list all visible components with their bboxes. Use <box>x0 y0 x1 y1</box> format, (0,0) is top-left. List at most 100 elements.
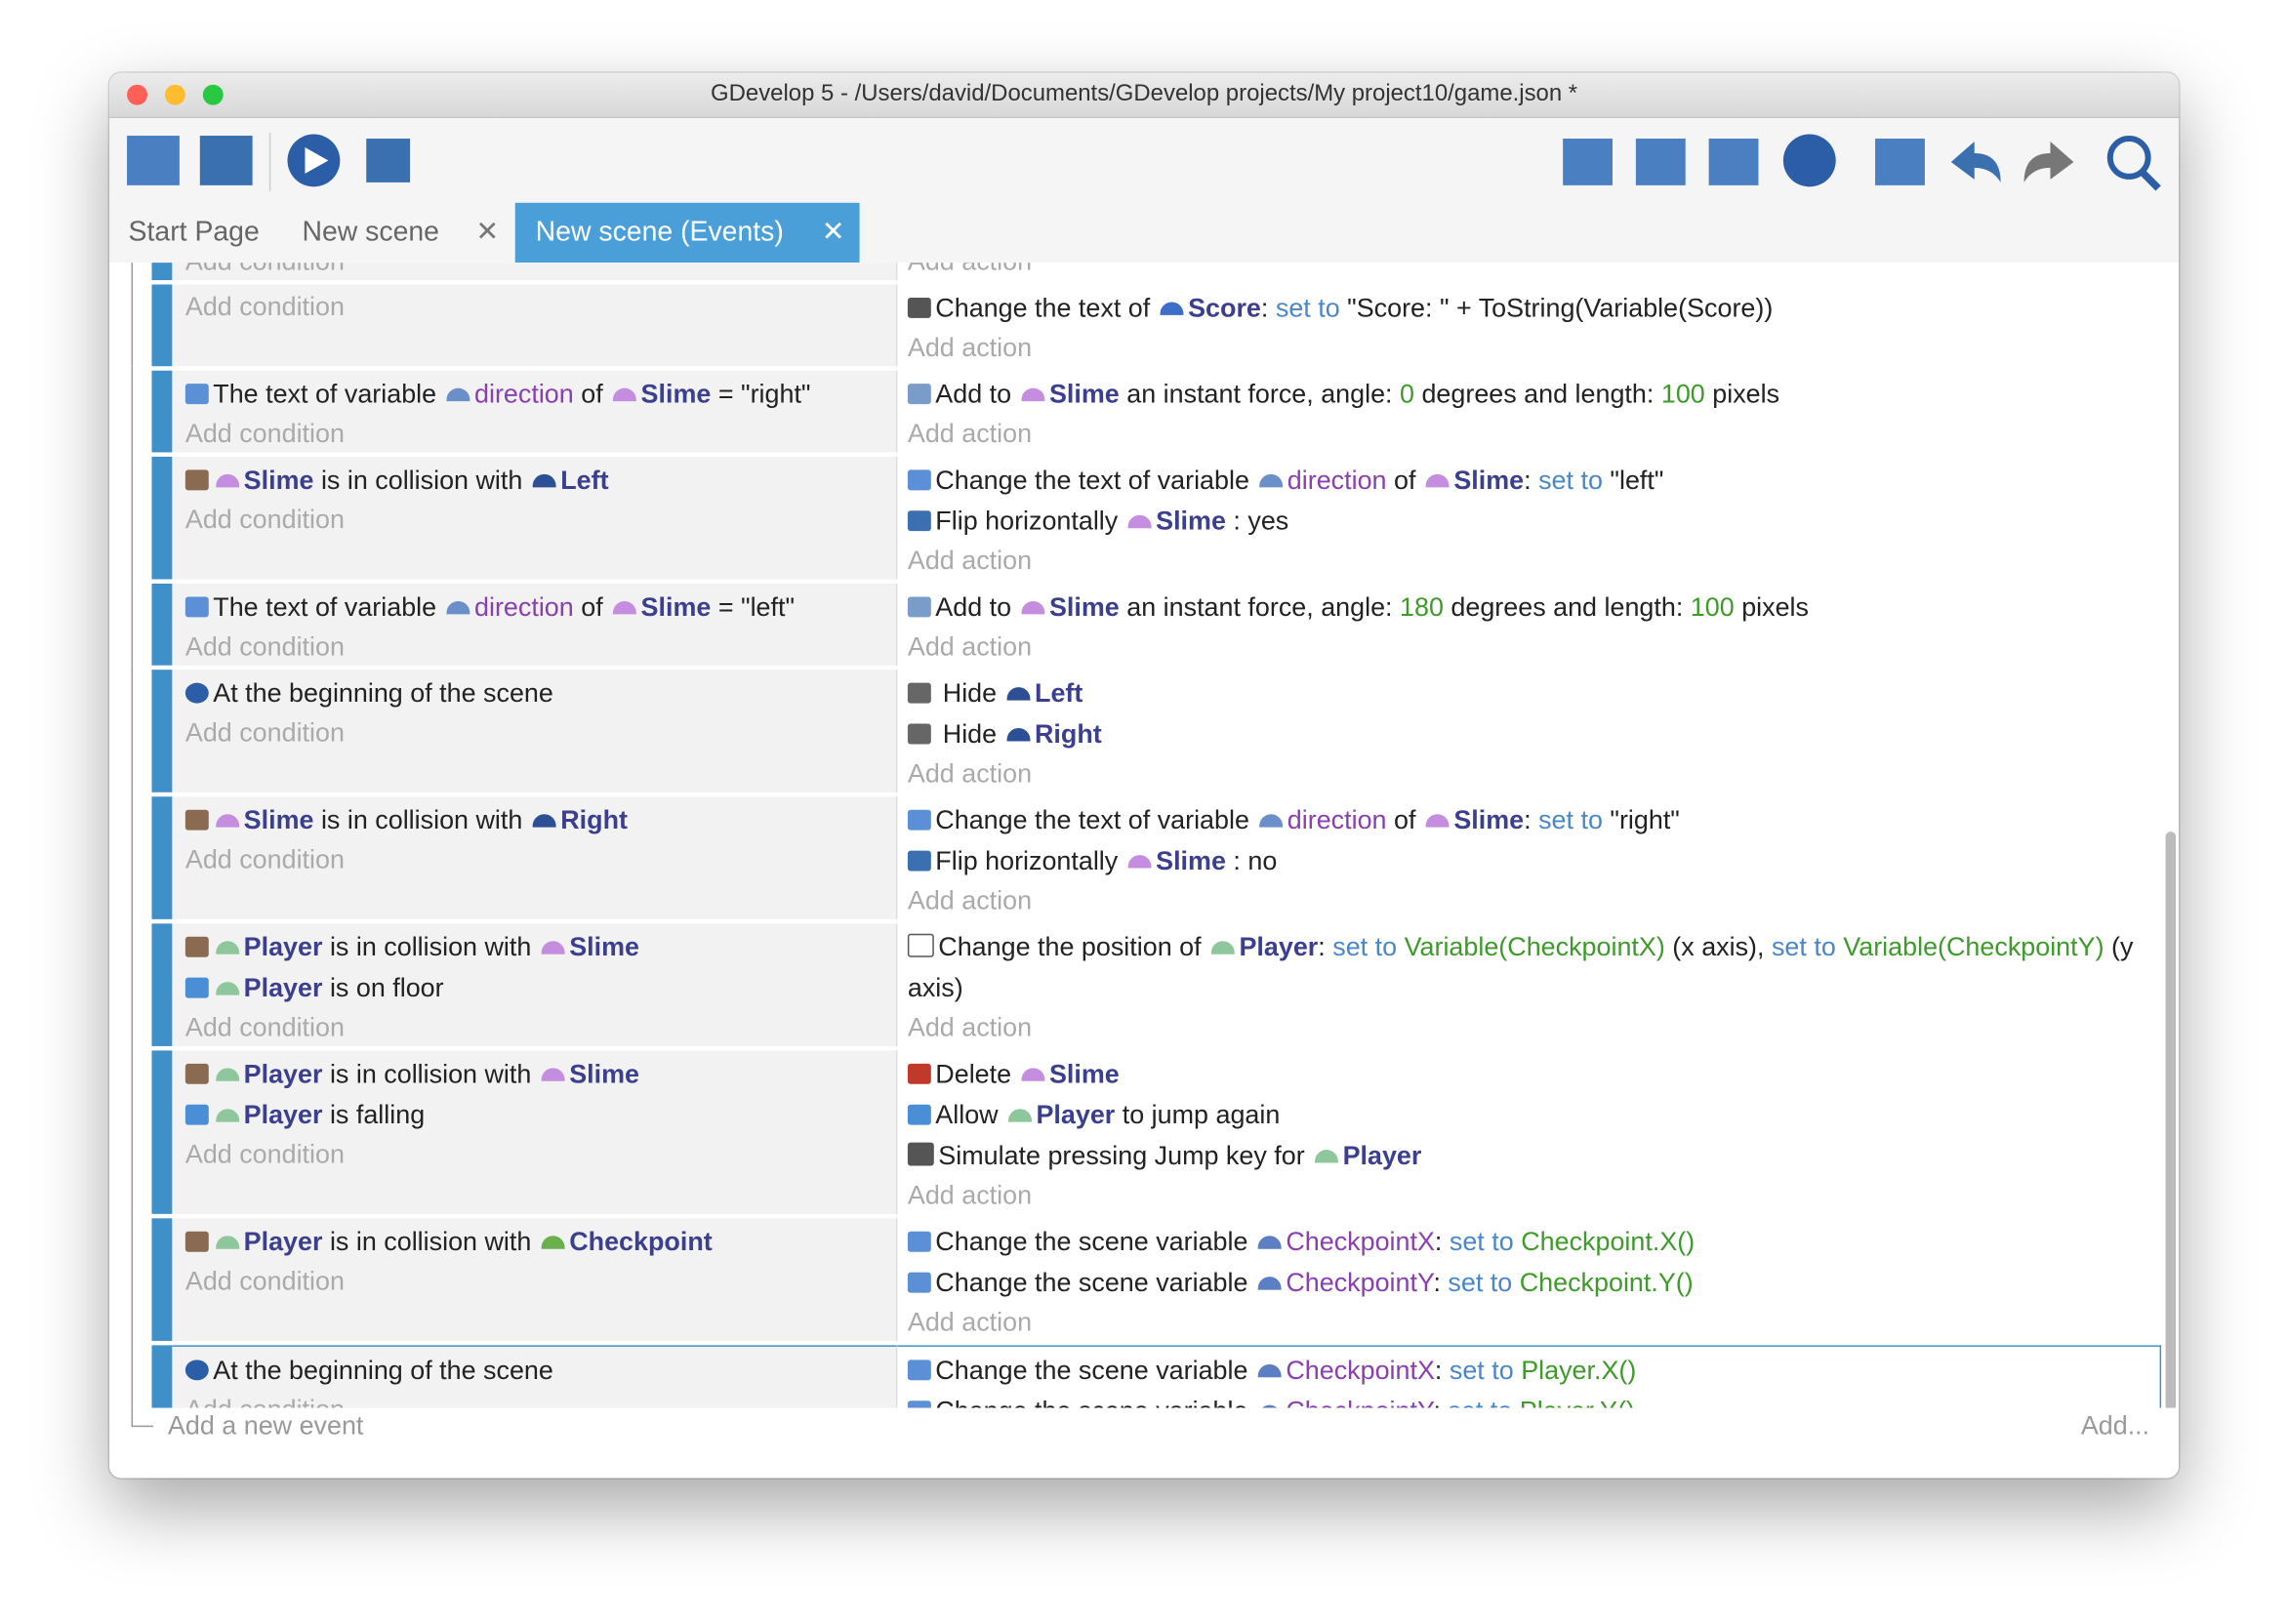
instruction[interactable]: Player is falling <box>184 1094 896 1135</box>
instruction[interactable]: Change the scene variable CheckpointY: s… <box>907 1262 2161 1303</box>
instruction[interactable]: Hide Right <box>907 713 2161 754</box>
tab[interactable]: Start Page <box>128 217 260 249</box>
scrollbar[interactable] <box>2165 832 2177 1408</box>
redo-button[interactable] <box>2023 142 2074 183</box>
delete-button[interactable] <box>1875 139 1925 185</box>
event-bar <box>151 1218 173 1341</box>
instruction[interactable]: Simulate pressing Jump key for Player <box>907 1135 2161 1176</box>
add-condition[interactable]: Add condition <box>184 1139 345 1169</box>
text: of <box>573 591 611 622</box>
add-action[interactable]: Add action <box>908 263 2161 280</box>
tab[interactable]: New scene <box>302 217 439 249</box>
add-condition[interactable]: Add condition <box>184 844 345 874</box>
close-button[interactable] <box>127 84 147 105</box>
text: Change the scene variable <box>935 1355 1255 1385</box>
object-icon <box>446 387 470 402</box>
tab-active[interactable]: New scene (Events) ✕ <box>514 202 860 264</box>
instruction[interactable]: Change the scene variable CheckpointX: s… <box>907 1221 2161 1262</box>
debug-button[interactable] <box>366 139 411 183</box>
add-comment-button[interactable] <box>1708 139 1759 185</box>
event[interactable]: Slime is in collision with Right Add cond… <box>109 792 2162 919</box>
minimize-button[interactable] <box>164 84 185 105</box>
title-bar: GDevelop 5 - /Users/david/Documents/GDev… <box>109 72 2180 119</box>
add-event-link[interactable]: Add a new event <box>167 1410 364 1441</box>
instruction[interactable]: Change the text of variable direction of… <box>907 460 2161 501</box>
search-button[interactable] <box>2106 136 2151 180</box>
add-action[interactable]: Add action <box>907 631 1033 662</box>
add-action[interactable]: Add action <box>907 1307 1033 1337</box>
add-condition[interactable]: Add condition <box>184 505 345 535</box>
add-menu-link[interactable]: Add... <box>2080 1410 2150 1441</box>
instruction[interactable]: Player is on floor <box>184 967 896 1008</box>
instruction[interactable]: At the beginning of the scene <box>184 1350 896 1391</box>
instruction[interactable]: The text of variable direction of Slime … <box>184 374 896 415</box>
instruction[interactable]: Hide Left <box>907 672 2161 713</box>
instruction-icon <box>907 1360 931 1381</box>
tab-close[interactable]: ✕ <box>821 217 845 249</box>
instruction[interactable]: Add to Slime an instant force, angle: 0 … <box>907 374 2161 415</box>
instruction[interactable]: The text of variable direction of Slime … <box>184 587 896 628</box>
add-condition[interactable]: Add condition <box>184 1012 345 1042</box>
project-manager-button[interactable] <box>127 136 180 185</box>
add-condition[interactable]: Add condition <box>184 1266 345 1296</box>
event[interactable]: Slime is in collision with Left Add condi… <box>109 452 2162 580</box>
object-icon <box>1021 1068 1045 1081</box>
add-action[interactable]: Add action <box>907 419 1033 448</box>
scene-editor-button[interactable] <box>199 136 253 185</box>
add-condition[interactable]: Add condition <box>184 631 345 662</box>
text: Flip horizontally <box>935 846 1125 875</box>
instruction[interactable]: Flip horizontally Slime : no <box>907 840 2161 881</box>
event[interactable]: The text of variable direction of Slime … <box>109 366 2162 453</box>
object-name: Slime <box>569 1059 640 1089</box>
event[interactable]: At the beginning of the scene Add conditi… <box>109 1340 2162 1408</box>
add-action[interactable]: Add action <box>907 885 1033 915</box>
actions: Delete Slime Allow Player to jump again Si… <box>897 1050 2162 1214</box>
instruction[interactable]: Slime is in collision with Left <box>184 460 896 501</box>
add-action[interactable]: Add action <box>907 1180 1033 1210</box>
instruction[interactable]: Change the position of Player: set to Va… <box>907 926 2161 1008</box>
add-condition[interactable]: Add condition <box>185 263 896 280</box>
add-subevent-button[interactable] <box>1635 139 1686 185</box>
object-name: Player <box>1342 1141 1422 1170</box>
instruction[interactable]: Change the scene variable CheckpointX: s… <box>907 1350 2160 1391</box>
instruction[interactable]: Slime is in collision with Right <box>184 799 896 840</box>
tab-close[interactable]: ✕ <box>475 217 500 249</box>
event[interactable]: Player is in collision with Slime Player … <box>109 1045 2162 1214</box>
object-name: Slime <box>243 805 314 835</box>
event[interactable]: The text of variable direction of Slime … <box>109 579 2162 666</box>
event[interactable]: Add condition Add action <box>109 263 2162 281</box>
event[interactable]: Player is in collision with Slime Player … <box>109 918 2162 1046</box>
event[interactable]: Add condition Change the text of Score: s… <box>109 280 2162 367</box>
event[interactable]: Player is in collision with Checkpoint Ad… <box>109 1213 2162 1341</box>
event[interactable]: At the beginning of the scene Add conditi… <box>109 665 2162 792</box>
value: 180 <box>1400 591 1444 622</box>
instruction[interactable]: Player is in collision with Checkpoint <box>184 1221 896 1262</box>
add-event-button[interactable] <box>1563 139 1613 185</box>
add-condition[interactable]: Add condition <box>184 419 345 448</box>
add-action[interactable]: Add action <box>907 1012 1033 1042</box>
instruction[interactable]: Flip horizontally Slime : yes <box>907 501 2161 542</box>
add-button[interactable] <box>1782 134 1836 187</box>
instruction[interactable]: At the beginning of the scene <box>184 672 896 713</box>
add-condition[interactable]: Add condition <box>184 717 345 748</box>
undo-button[interactable] <box>1950 142 2001 183</box>
instruction[interactable]: Change the scene variable CheckpointY: s… <box>907 1391 2160 1408</box>
instruction[interactable]: Player is in collision with Slime <box>184 1053 896 1094</box>
add-condition[interactable]: Add condition <box>185 1391 896 1407</box>
footer: Add a new event Add... <box>109 1407 2180 1479</box>
instruction[interactable]: Add to Slime an instant force, angle: 18… <box>907 587 2161 628</box>
text: "right" <box>1602 805 1680 835</box>
instruction[interactable]: Change the text of Score: set to "Score:… <box>907 288 2161 329</box>
instruction[interactable]: Player is in collision with Slime <box>184 926 896 967</box>
instruction[interactable]: Delete Slime <box>907 1053 2161 1094</box>
instruction[interactable]: Allow Player to jump again <box>907 1094 2161 1135</box>
object-icon <box>216 1068 240 1081</box>
add-action[interactable]: Add action <box>907 546 1033 576</box>
add-action[interactable]: Add action <box>907 758 1033 789</box>
text: is on floor <box>322 973 444 1003</box>
add-condition[interactable]: Add condition <box>184 292 345 321</box>
zoom-button[interactable] <box>202 84 224 105</box>
instruction[interactable]: Change the text of variable direction of… <box>907 799 2161 840</box>
add-action[interactable]: Add action <box>907 332 1033 362</box>
